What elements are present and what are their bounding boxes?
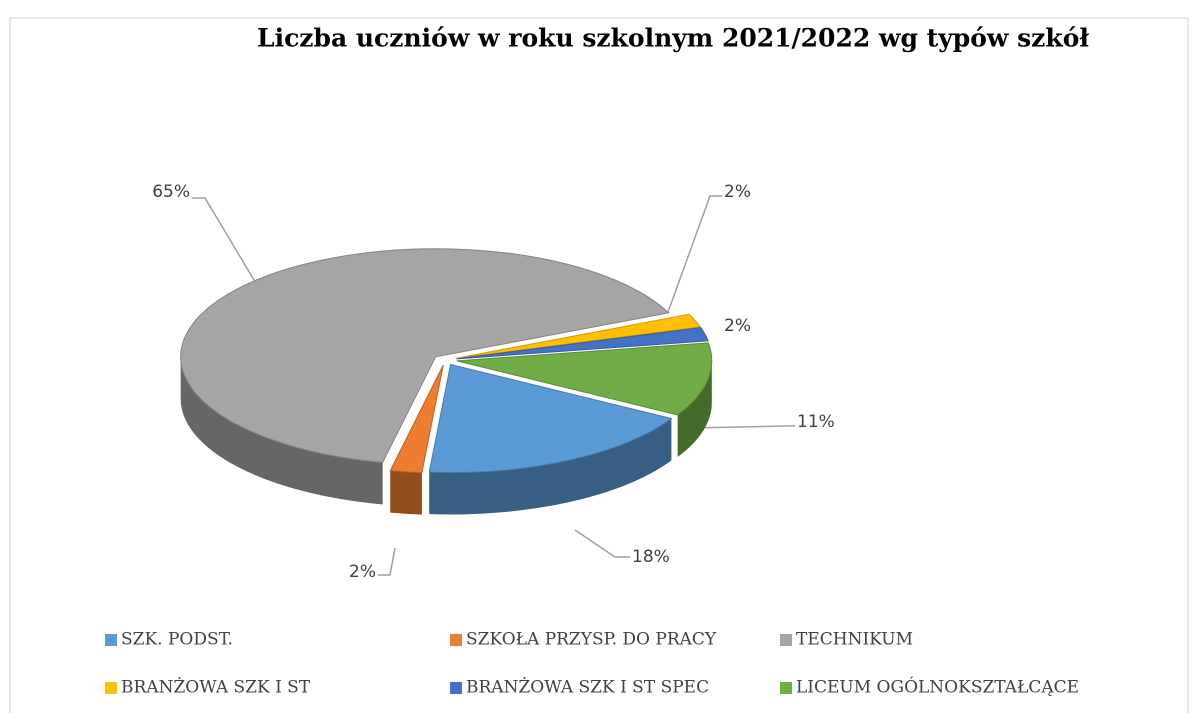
slice-tops [180, 248, 713, 474]
legend-swatch [780, 682, 792, 694]
legend-swatch [450, 682, 462, 694]
legend-swatch [780, 634, 792, 646]
legend-label: LICEUM OGÓLNOKSZTAŁCĄCE [796, 677, 1079, 698]
data-label: 18% [632, 547, 670, 567]
data-label: 2% [724, 182, 751, 202]
data-label: 2% [349, 562, 376, 582]
data-label: 2% [724, 316, 751, 336]
chart-title: Liczba uczniów w roku szkolnym 2021/2022… [257, 24, 1089, 53]
slice-sides [180, 356, 712, 515]
slice-side [390, 470, 422, 515]
data-label: 11% [797, 412, 835, 432]
slice-side [180, 356, 383, 505]
legend-label: TECHNIKUM [796, 630, 913, 650]
legend-label: BRANŻOWA SZK I ST [121, 677, 311, 698]
legend-swatch [105, 634, 117, 646]
slice [428, 363, 673, 473]
legend-swatch [450, 634, 462, 646]
slice-side [677, 360, 712, 457]
slice [456, 327, 709, 360]
slice [456, 342, 713, 416]
legend-label: SZKOŁA PRZYSP. DO PRACY [466, 630, 717, 650]
leader-lines [192, 195, 795, 576]
slice [389, 364, 444, 474]
slice [456, 313, 702, 359]
slice [180, 248, 670, 463]
data-label: 65% [152, 182, 190, 202]
slice-side [429, 418, 672, 515]
legend-swatch [105, 682, 117, 694]
legend-label: BRANŻOWA SZK I ST SPEC [466, 677, 709, 698]
legend-label: SZK. PODST. [121, 630, 233, 650]
chart-frame [9, 17, 1189, 713]
